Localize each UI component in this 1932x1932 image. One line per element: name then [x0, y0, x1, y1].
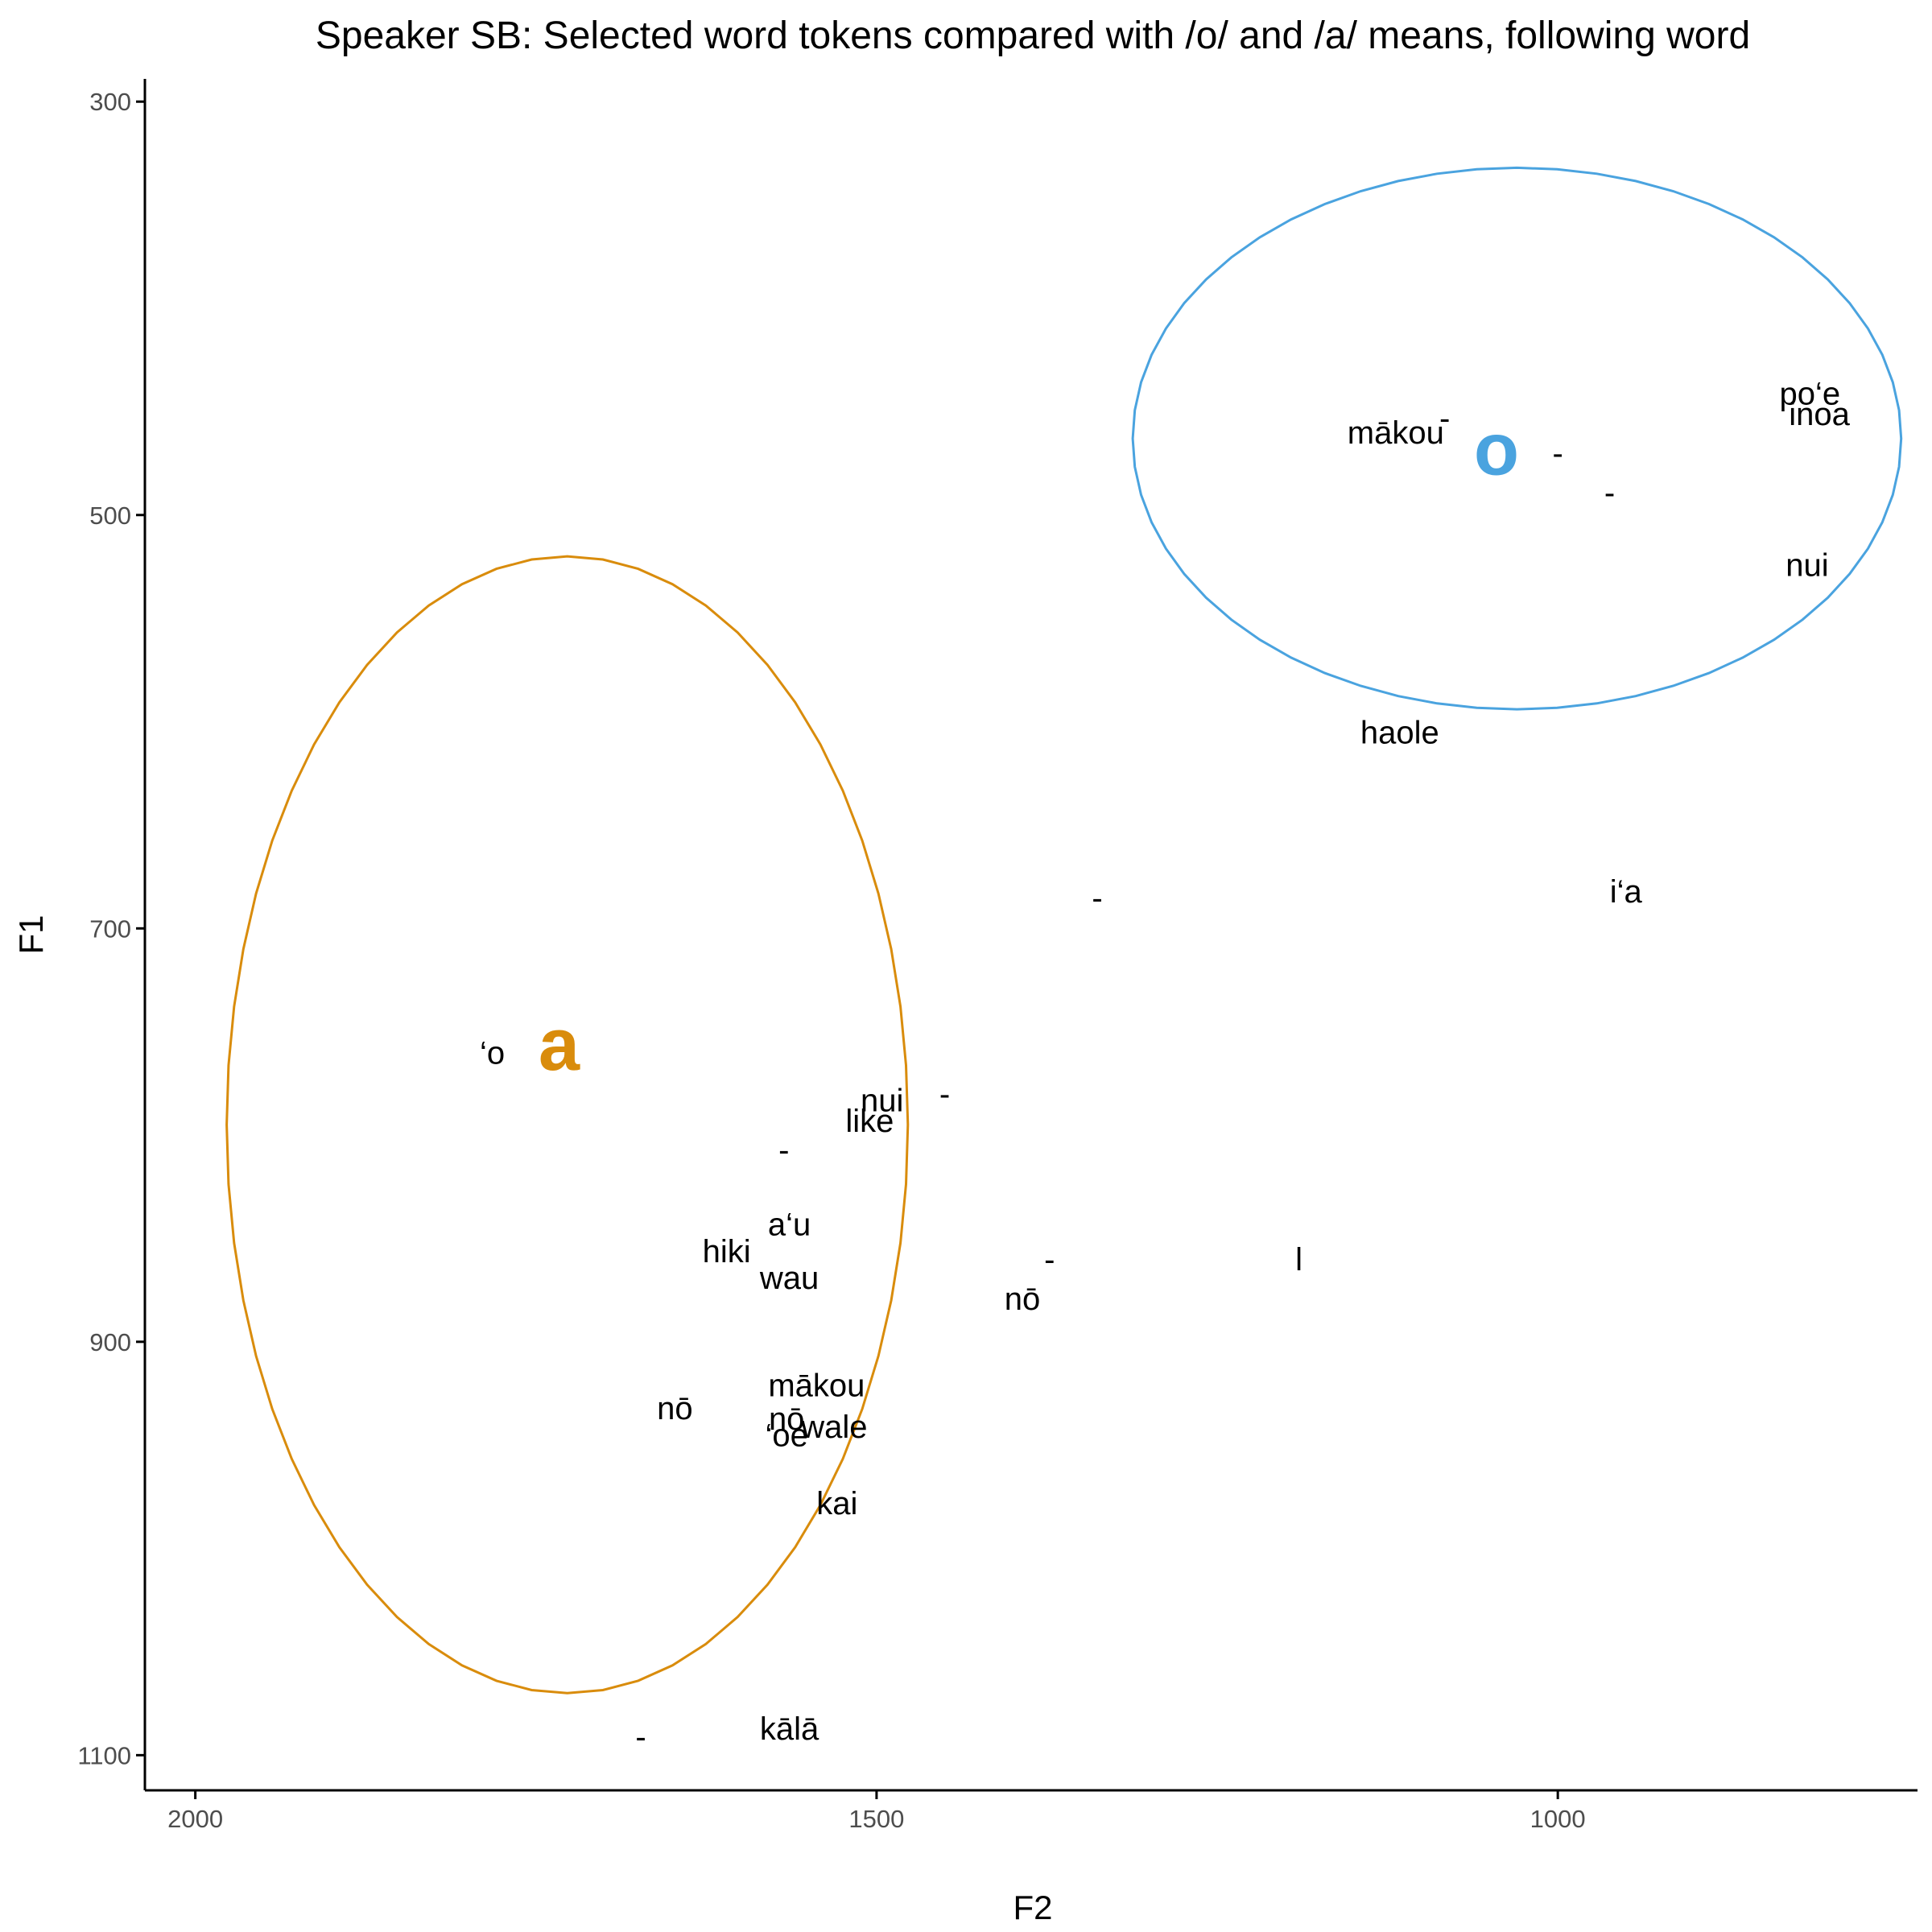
token-label: l: [1295, 1242, 1302, 1278]
ellipse-o: [1131, 166, 1903, 711]
chart-title: Speaker SB: Selected word tokens compare…: [316, 14, 1750, 57]
token-label: a‘u: [768, 1208, 811, 1243]
token-label: -: [1604, 476, 1615, 511]
token-label: nō: [657, 1391, 693, 1426]
y-tick-label: 900: [89, 1328, 131, 1356]
token-label: ‘o: [480, 1035, 505, 1071]
y-tick-label: 700: [89, 914, 131, 943]
token-label: kālā: [760, 1711, 819, 1747]
mean-layer: oa: [539, 409, 1519, 1087]
token-label: -: [1044, 1242, 1055, 1278]
token-label: mākou: [1348, 415, 1444, 451]
ellipse-a: [225, 555, 910, 1695]
y-tick-label: 300: [89, 88, 131, 116]
x-axis-title: F2: [1013, 1889, 1052, 1926]
token-label: -: [939, 1077, 950, 1113]
token-label: po‘e: [1779, 376, 1840, 411]
token-label: ‘oe: [766, 1418, 808, 1453]
token-label: -: [635, 1719, 646, 1755]
token-label: hiki: [703, 1234, 751, 1269]
token-label: inoa: [1789, 397, 1850, 432]
token-label: wau: [759, 1261, 819, 1296]
x-tick-label: 1500: [848, 1805, 904, 1833]
token-label: -: [1092, 881, 1102, 916]
ellipse-layer: [225, 166, 1903, 1695]
x-tick-label: 2000: [167, 1805, 223, 1833]
token-label: wale: [800, 1410, 867, 1445]
token-label: nō: [769, 1402, 805, 1437]
y-axis-title: F1: [12, 914, 50, 954]
token-label: -: [778, 1133, 789, 1168]
token-label: i‘a: [1610, 874, 1643, 910]
mean-label-o: o: [1474, 409, 1519, 491]
token-label: haole: [1360, 715, 1439, 750]
token-label: mākou: [768, 1368, 865, 1404]
y-tick-label: 500: [89, 502, 131, 530]
token-label: nui: [1785, 547, 1828, 583]
x-tick-label: 1000: [1530, 1805, 1586, 1833]
y-tick-layer: 300 500 700 900 1100: [77, 88, 145, 1769]
token-label: kai: [816, 1486, 857, 1521]
x-tick-layer: 2000 1500 1000: [167, 1790, 1586, 1833]
token-label: -: [1439, 401, 1450, 436]
token-label: like: [845, 1104, 894, 1139]
mean-label-a: a: [539, 1004, 580, 1086]
token-label: -: [1553, 436, 1563, 472]
y-tick-label: 1100: [77, 1741, 131, 1769]
token-label: nō: [1005, 1282, 1041, 1317]
token-label: nui: [861, 1083, 903, 1118]
